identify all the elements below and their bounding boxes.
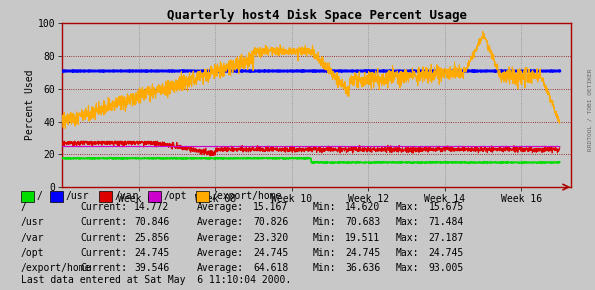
Text: Min:: Min: [312,218,336,227]
Text: Last data entered at Sat May  6 11:10:04 2000.: Last data entered at Sat May 6 11:10:04 … [21,276,291,285]
Text: 70.683: 70.683 [345,218,380,227]
Text: Min:: Min: [312,248,336,258]
Text: 70.846: 70.846 [134,218,169,227]
Text: /: / [21,202,27,212]
Text: Current:: Current: [80,218,127,227]
Text: 24.745: 24.745 [428,248,464,258]
Text: 25.856: 25.856 [134,233,169,242]
Text: Min:: Min: [312,263,336,273]
Text: Average:: Average: [196,218,243,227]
Text: Max:: Max: [396,263,419,273]
Text: 23.320: 23.320 [253,233,288,242]
Title: Quarterly host4 Disk Space Percent Usage: Quarterly host4 Disk Space Percent Usage [167,9,467,22]
Text: 27.187: 27.187 [428,233,464,242]
Text: Min:: Min: [312,202,336,212]
Text: 39.546: 39.546 [134,263,169,273]
Text: Max:: Max: [396,248,419,258]
Text: Average:: Average: [196,248,243,258]
Text: 15.167: 15.167 [253,202,288,212]
Text: 64.618: 64.618 [253,263,288,273]
Text: 24.745: 24.745 [253,248,288,258]
Text: 70.826: 70.826 [253,218,288,227]
Text: Current:: Current: [80,263,127,273]
Text: Average:: Average: [196,202,243,212]
Text: Current:: Current: [80,202,127,212]
Text: 24.745: 24.745 [345,248,380,258]
Y-axis label: Percent Used: Percent Used [25,70,35,140]
Text: Max:: Max: [396,218,419,227]
Text: 15.675: 15.675 [428,202,464,212]
Text: 19.511: 19.511 [345,233,380,242]
Text: /export/home: /export/home [21,263,91,273]
Text: 71.484: 71.484 [428,218,464,227]
Text: /usr: /usr [21,218,44,227]
Text: 14.772: 14.772 [134,202,169,212]
Text: 24.745: 24.745 [134,248,169,258]
Text: /var: /var [21,233,44,242]
Text: Max:: Max: [396,233,419,242]
Text: Min:: Min: [312,233,336,242]
Text: Max:: Max: [396,202,419,212]
Text: 93.005: 93.005 [428,263,464,273]
Text: /opt: /opt [21,248,44,258]
Text: Average:: Average: [196,263,243,273]
Text: Average:: Average: [196,233,243,242]
Text: /export/home: /export/home [212,191,282,201]
Text: /opt: /opt [163,191,186,201]
Text: /: / [36,191,42,201]
Text: Current:: Current: [80,233,127,242]
Text: 14.620: 14.620 [345,202,380,212]
Text: 36.636: 36.636 [345,263,380,273]
Text: Current:: Current: [80,248,127,258]
Text: /usr: /usr [65,191,89,201]
Text: RRDTOOL / TOBI OETIKER: RRDTOOL / TOBI OETIKER [587,69,592,151]
Text: /var: /var [114,191,137,201]
